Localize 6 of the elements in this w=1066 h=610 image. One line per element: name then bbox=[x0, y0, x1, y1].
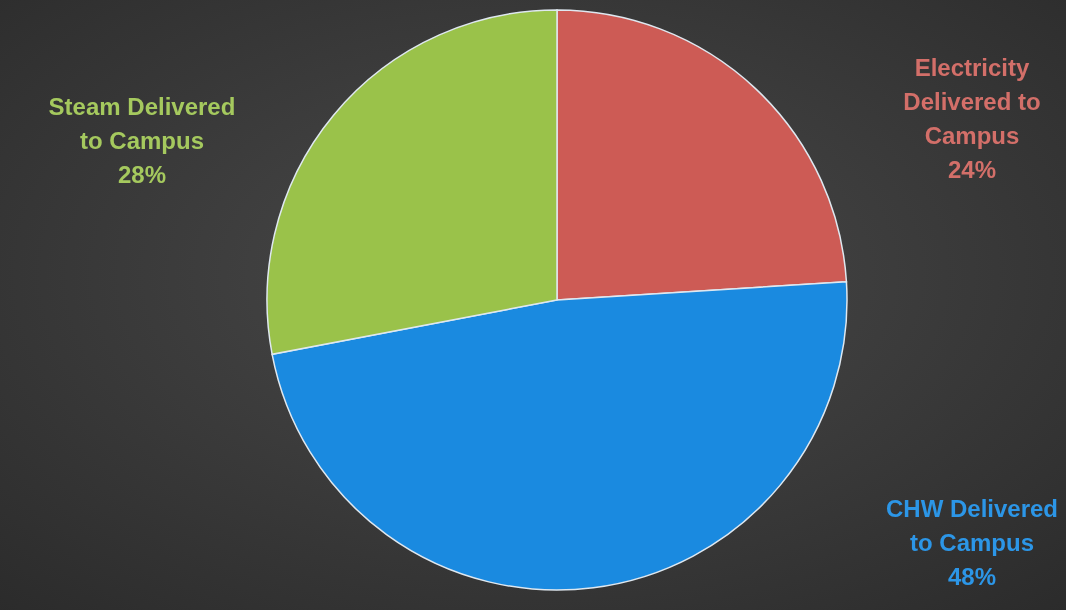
slice-label: Steam Delivered to Campus bbox=[48, 93, 236, 155]
slice-label: CHW Delivered to Campus bbox=[885, 494, 1059, 556]
slice-label: Electricity Delivered to Campus bbox=[903, 53, 1041, 149]
data-label: 28% bbox=[117, 161, 167, 189]
data-label: 24% bbox=[947, 155, 997, 183]
data-label: 48% bbox=[947, 562, 997, 590]
